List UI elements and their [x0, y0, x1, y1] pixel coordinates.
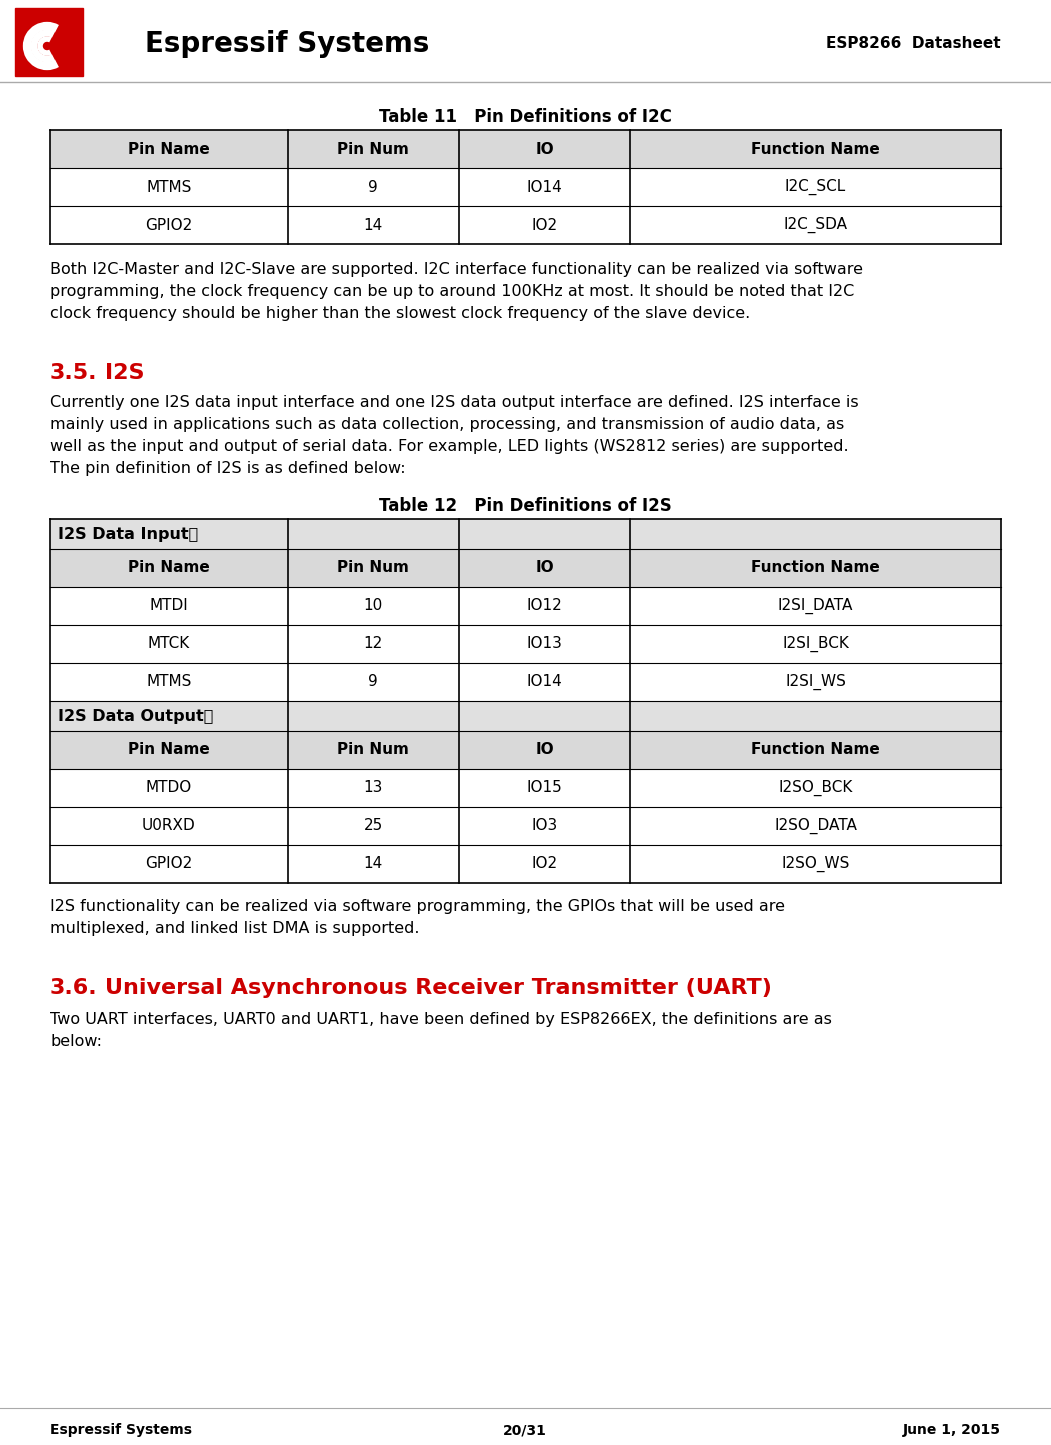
Text: I2SO_DATA: I2SO_DATA: [775, 818, 857, 834]
Text: Function Name: Function Name: [751, 142, 880, 156]
Bar: [50, 519, 1001, 549]
Text: Table 12   Pin Definitions of I2S: Table 12 Pin Definitions of I2S: [378, 497, 672, 514]
Text: I2SI_WS: I2SI_WS: [785, 673, 846, 691]
Text: clock frequency should be higher than the slowest clock frequency of the slave d: clock frequency should be higher than th…: [50, 306, 750, 321]
Text: Both I2C-Master and I2C-Slave are supported. I2C interface functionality can be : Both I2C-Master and I2C-Slave are suppor…: [50, 262, 863, 277]
Text: U0RXD: U0RXD: [142, 818, 195, 834]
Text: IO13: IO13: [527, 636, 562, 652]
Text: 3.5.: 3.5.: [50, 363, 98, 383]
Text: 10: 10: [364, 598, 383, 614]
Text: I2SI_BCK: I2SI_BCK: [782, 636, 849, 652]
Text: I2S Data Input：: I2S Data Input：: [58, 526, 199, 542]
Text: 14: 14: [364, 218, 383, 233]
Text: well as the input and output of serial data. For example, LED lights (WS2812 ser: well as the input and output of serial d…: [50, 439, 848, 454]
Text: June 1, 2015: June 1, 2015: [903, 1423, 1001, 1436]
Text: ESP8266  Datasheet: ESP8266 Datasheet: [826, 36, 1001, 52]
Text: 12: 12: [364, 636, 383, 652]
Text: multiplexed, and linked list DMA is supported.: multiplexed, and linked list DMA is supp…: [50, 920, 419, 936]
Text: I2SO_WS: I2SO_WS: [781, 855, 850, 873]
Text: Universal Asynchronous Receiver Transmitter (UART): Universal Asynchronous Receiver Transmit…: [105, 978, 771, 998]
Text: Two UART interfaces, UART0 and UART1, have been defined by ESP8266EX, the defini: Two UART interfaces, UART0 and UART1, ha…: [50, 1011, 832, 1027]
Bar: [15, 9, 83, 77]
Text: IO3: IO3: [532, 818, 558, 834]
Text: IO2: IO2: [532, 218, 558, 233]
Text: I2C_SCL: I2C_SCL: [785, 179, 846, 195]
Text: Currently one I2S data input interface and one I2S data output interface are def: Currently one I2S data input interface a…: [50, 394, 859, 410]
Text: Table 11   Pin Definitions of I2C: Table 11 Pin Definitions of I2C: [378, 108, 672, 126]
Text: I2S Data Output：: I2S Data Output：: [58, 708, 213, 724]
Text: Function Name: Function Name: [751, 561, 880, 575]
Text: programming, the clock frequency can be up to around 100KHz at most. It should b: programming, the clock frequency can be …: [50, 285, 854, 299]
Text: MTCK: MTCK: [148, 636, 190, 652]
Text: Espressif Systems: Espressif Systems: [145, 30, 430, 58]
Text: GPIO2: GPIO2: [145, 218, 192, 233]
Text: Pin Name: Pin Name: [128, 743, 210, 757]
Text: MTMS: MTMS: [146, 179, 191, 195]
Bar: [50, 549, 1001, 587]
Text: Pin Num: Pin Num: [337, 142, 409, 156]
Text: IO: IO: [535, 743, 554, 757]
Text: Pin Name: Pin Name: [128, 142, 210, 156]
Text: 25: 25: [364, 818, 383, 834]
Text: IO15: IO15: [527, 780, 562, 796]
Text: MTDO: MTDO: [146, 780, 192, 796]
Text: I2C_SDA: I2C_SDA: [784, 217, 847, 233]
Text: MTMS: MTMS: [146, 675, 191, 689]
Text: Pin Name: Pin Name: [128, 561, 210, 575]
Text: The pin definition of I2S is as defined below:: The pin definition of I2S is as defined …: [50, 461, 406, 475]
Text: IO12: IO12: [527, 598, 562, 614]
Text: 14: 14: [364, 857, 383, 871]
Text: 3.6.: 3.6.: [50, 978, 98, 998]
Text: IO14: IO14: [527, 179, 562, 195]
Text: I2S functionality can be realized via software programming, the GPIOs that will : I2S functionality can be realized via so…: [50, 899, 785, 915]
Text: GPIO2: GPIO2: [145, 857, 192, 871]
Text: Espressif Systems: Espressif Systems: [50, 1423, 192, 1436]
Text: IO: IO: [535, 561, 554, 575]
Text: 13: 13: [364, 780, 383, 796]
Text: Pin Num: Pin Num: [337, 561, 409, 575]
Text: I2S: I2S: [105, 363, 144, 383]
Text: IO2: IO2: [532, 857, 558, 871]
Bar: [50, 701, 1001, 731]
Text: 9: 9: [369, 675, 378, 689]
Text: 20/31: 20/31: [503, 1423, 547, 1436]
Bar: [50, 731, 1001, 769]
Text: IO: IO: [535, 142, 554, 156]
Text: I2SO_BCK: I2SO_BCK: [779, 780, 852, 796]
Text: mainly used in applications such as data collection, processing, and transmissio: mainly used in applications such as data…: [50, 418, 844, 432]
Text: Pin Num: Pin Num: [337, 743, 409, 757]
Text: 9: 9: [369, 179, 378, 195]
Text: below:: below:: [50, 1035, 102, 1049]
Text: Function Name: Function Name: [751, 743, 880, 757]
Text: I2SI_DATA: I2SI_DATA: [778, 598, 853, 614]
Text: IO14: IO14: [527, 675, 562, 689]
Text: MTDI: MTDI: [149, 598, 188, 614]
Bar: [50, 130, 1001, 168]
